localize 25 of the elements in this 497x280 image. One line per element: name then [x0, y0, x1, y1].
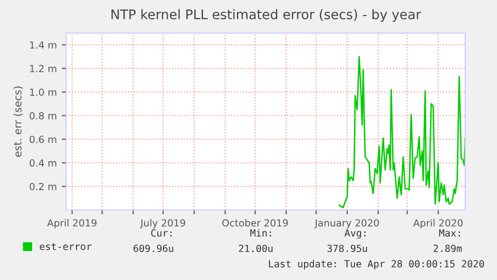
line-series	[338, 56, 466, 208]
y-tick-label: 1.4 m	[30, 41, 56, 49]
text: 2.89m	[434, 244, 462, 252]
y-tick-label: 1.2 m	[30, 64, 56, 72]
text: Last update: Tue Apr 28 00:00:15 2020	[269, 260, 484, 270]
text: 21.00u	[238, 244, 272, 252]
y-tick-label: 0.6 m	[30, 136, 56, 144]
y-axis-title: est. err (secs)	[13, 86, 23, 157]
text: 609.96u	[134, 244, 174, 252]
x-tick-label: October 2019	[222, 219, 288, 227]
x-tick-label: April 2020	[413, 219, 463, 228]
chart-title: NTP kernel PLL estimated error (secs) - by year	[112, 9, 422, 22]
y-tick-label: 1.0 m	[30, 88, 56, 96]
x-tick-label: January 2020	[314, 219, 379, 228]
legend-label: est-error	[40, 243, 92, 250]
x-tick-label: July 2019	[140, 219, 186, 228]
text: 378.95u	[327, 244, 367, 252]
text: Cur:	[151, 229, 172, 237]
text: Avg:	[344, 229, 366, 239]
y-tick-label: 0.4 m	[30, 159, 56, 167]
text: Min:	[250, 229, 272, 237]
x-tick-label: April 2019	[47, 219, 96, 228]
y-tick-label: 0.8 m	[30, 112, 56, 120]
text: Max:	[439, 229, 460, 237]
y-tick-label: 0.2 m	[30, 182, 56, 190]
